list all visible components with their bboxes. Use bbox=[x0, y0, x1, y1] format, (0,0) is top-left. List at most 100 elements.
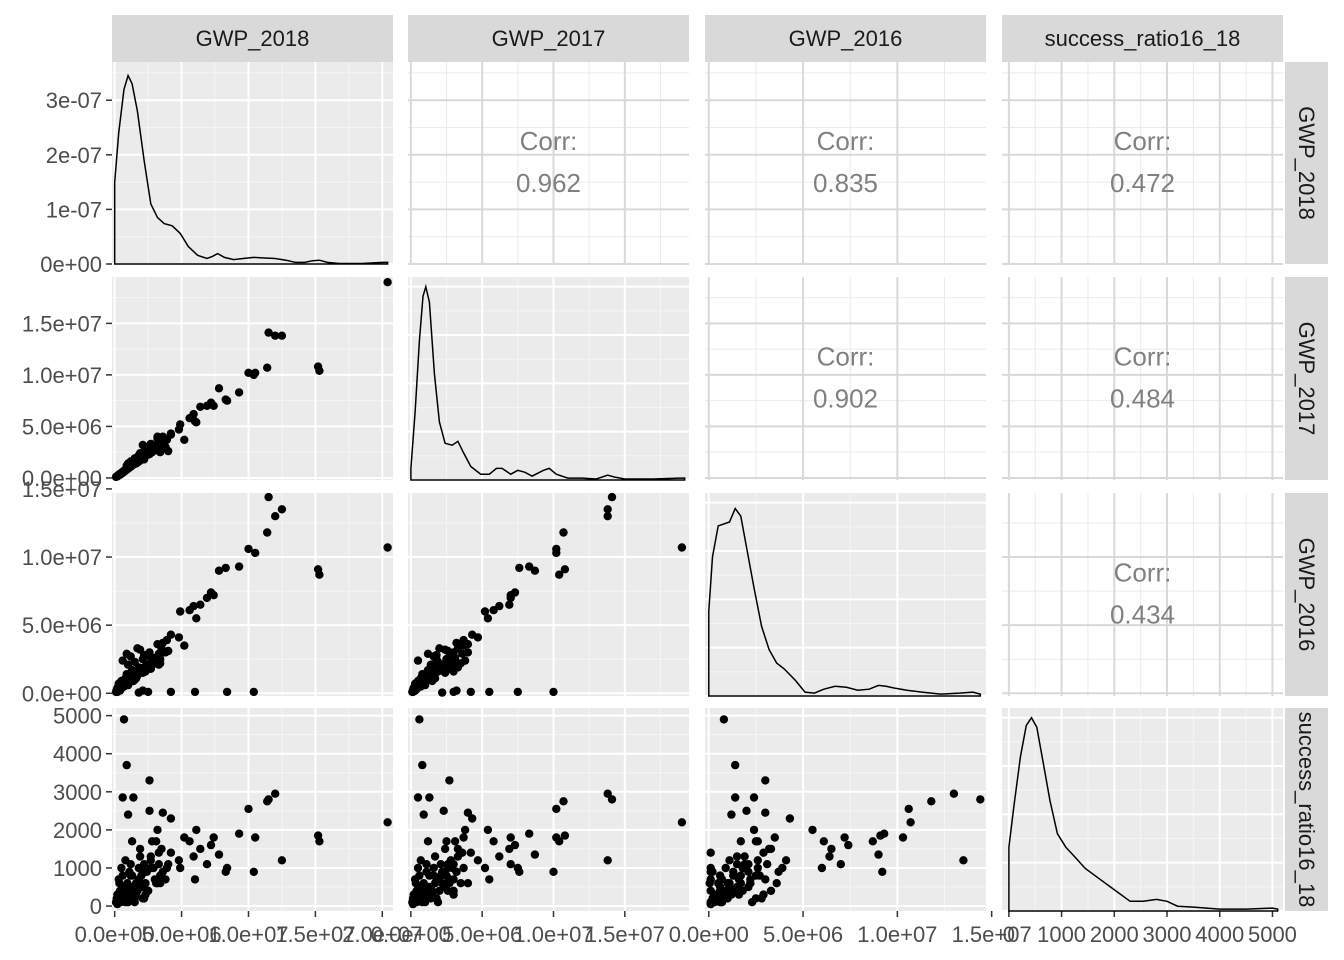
scatter-point bbox=[315, 366, 324, 375]
x-tick-label: 3000 bbox=[1143, 922, 1192, 947]
scatter-point bbox=[174, 633, 184, 642]
scatter-point bbox=[868, 837, 877, 846]
scatter-point bbox=[408, 898, 417, 907]
scatter-point bbox=[559, 528, 568, 537]
scatter-point bbox=[423, 890, 433, 899]
scatter-point bbox=[145, 776, 154, 785]
scatter-point bbox=[419, 810, 428, 819]
scatter-point bbox=[119, 715, 129, 724]
scatter-point bbox=[158, 648, 167, 657]
scatter-point bbox=[445, 776, 454, 785]
scatter-point bbox=[468, 630, 477, 639]
scatter-point bbox=[429, 863, 438, 873]
scatter-point bbox=[759, 890, 768, 899]
scatter-point bbox=[176, 607, 185, 616]
scatter-success_ratio16_18-vs-gwp_2017 bbox=[408, 715, 687, 909]
scatter-point bbox=[156, 659, 165, 668]
scatter-point bbox=[271, 331, 280, 340]
scatter-point bbox=[123, 882, 133, 892]
panel-background bbox=[1002, 62, 1283, 264]
scatter-point bbox=[480, 863, 490, 873]
scatter-point bbox=[483, 825, 493, 835]
scatter-point bbox=[736, 837, 745, 846]
scatter-point bbox=[560, 831, 570, 840]
scatter-point bbox=[111, 898, 121, 907]
y-tick-label: 1.0e+07 bbox=[22, 363, 102, 388]
scatter-point bbox=[740, 863, 749, 873]
scatter-point bbox=[413, 793, 423, 802]
scatter-point bbox=[959, 856, 968, 865]
scatter-point bbox=[127, 837, 137, 846]
scatter-point bbox=[180, 641, 189, 650]
x-tick-label: 1.5e+07 bbox=[952, 922, 1032, 947]
scatter-point bbox=[126, 871, 135, 880]
scatter-point bbox=[555, 570, 564, 579]
scatter-point bbox=[202, 401, 212, 410]
scatter-point bbox=[473, 856, 483, 865]
x-tick-label: 5.0e+06 bbox=[763, 922, 843, 947]
scatter-point bbox=[176, 863, 185, 873]
scatter-point bbox=[513, 687, 522, 697]
panel-1-4 bbox=[1002, 62, 1283, 265]
scatter-point bbox=[453, 852, 463, 861]
scatter-point bbox=[453, 663, 463, 672]
scatter-point bbox=[123, 810, 133, 819]
strip-background bbox=[112, 15, 393, 62]
scatter-point bbox=[489, 837, 498, 846]
correlation-label: Corr: bbox=[1114, 342, 1172, 372]
scatter-point bbox=[383, 818, 392, 827]
y-tick-label: 1.0e+07 bbox=[22, 545, 102, 570]
scatter-point bbox=[506, 833, 515, 842]
scatter-point bbox=[677, 818, 687, 827]
scatter-point bbox=[423, 649, 433, 658]
row-strip-success_ratio16_18: success_ratio16_18 bbox=[1285, 708, 1328, 911]
strip-label: GWP_2017 bbox=[1294, 322, 1319, 436]
scatter-point bbox=[456, 879, 465, 888]
scatter-point bbox=[122, 890, 131, 899]
scatter-point bbox=[729, 867, 738, 876]
scatter-point bbox=[749, 793, 759, 802]
x-tick-label: 0.0e+00 bbox=[75, 922, 155, 947]
scatter-point bbox=[603, 512, 612, 521]
scatter-point bbox=[123, 660, 133, 669]
x-tick-label: 1.5e+07 bbox=[275, 922, 355, 947]
strip-label: GWP_2018 bbox=[196, 26, 310, 51]
scatter-point bbox=[552, 548, 561, 558]
x-tick-label: 1000 bbox=[1037, 922, 1086, 947]
panel-background bbox=[1002, 493, 1283, 696]
scatter-point bbox=[315, 837, 324, 846]
scatter-point bbox=[706, 875, 715, 884]
scatter-point bbox=[196, 844, 205, 854]
scatter-point bbox=[480, 607, 490, 616]
x-tick-label: 1.0e+07 bbox=[513, 922, 593, 947]
scatter-point bbox=[135, 852, 145, 861]
scatter-point bbox=[515, 563, 524, 573]
y-tick-label: 5.0e+06 bbox=[22, 414, 102, 439]
y-tick-label: 0 bbox=[90, 894, 102, 919]
strip-background bbox=[1285, 493, 1328, 696]
scatter-point bbox=[122, 760, 131, 770]
y-tick-label: 3e-07 bbox=[46, 88, 102, 113]
panel-2-3 bbox=[705, 277, 986, 480]
x-tick-label: 4000 bbox=[1195, 922, 1244, 947]
scatter-point bbox=[731, 793, 740, 802]
scatter-gwp_2016-vs-gwp_2018 bbox=[111, 492, 392, 697]
scatter-point bbox=[174, 425, 184, 434]
scatter-point bbox=[430, 852, 440, 861]
scatter-point bbox=[271, 512, 280, 521]
scatter-point bbox=[442, 837, 451, 846]
y-tick-label: 4000 bbox=[53, 742, 102, 767]
scatter-point bbox=[249, 867, 258, 876]
density-curve-success_ratio16_18 bbox=[1008, 716, 1279, 912]
column-strip-gwp_2018: GWP_2018 bbox=[112, 15, 393, 62]
scatter-point bbox=[747, 898, 757, 907]
scatter-point bbox=[214, 850, 224, 859]
scatter-point bbox=[315, 570, 324, 579]
scatter-point bbox=[466, 687, 475, 697]
strip-background bbox=[408, 15, 689, 62]
scatter-point bbox=[222, 687, 232, 697]
scatter-point bbox=[772, 879, 781, 888]
scatter-point bbox=[147, 655, 157, 664]
scatter-point bbox=[764, 844, 774, 854]
scatter-point bbox=[836, 860, 845, 869]
